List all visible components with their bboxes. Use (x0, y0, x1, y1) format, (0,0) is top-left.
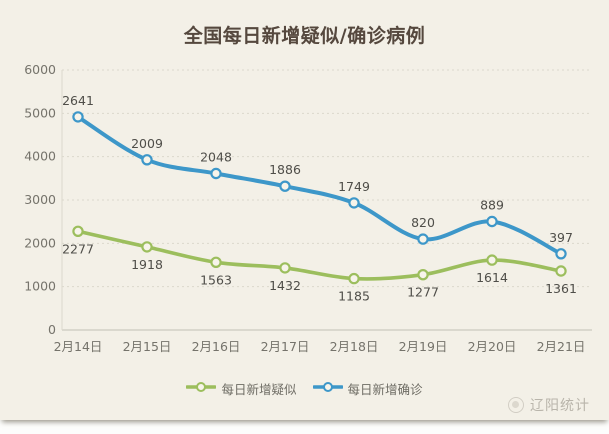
data-point-confirmed (417, 233, 429, 245)
legend-item-confirmed: 每日新增确诊 (311, 379, 423, 398)
y-tick-label: 6000 (24, 62, 56, 77)
data-point-suspected (555, 265, 567, 277)
chart-card: 全国每日新增疑似/确诊病例 0 1000 2000 3000 4000 5000 6000 2… (0, 0, 609, 420)
x-tick-label: 2月18日 (330, 339, 379, 354)
data-label-suspected: 1432 (269, 278, 301, 293)
data-point-confirmed (210, 167, 222, 180)
y-tick-label: 0 (48, 322, 56, 337)
data-label-suspected: 1361 (545, 281, 577, 296)
data-label-suspected: 1277 (407, 285, 439, 300)
chart-legend: 每日新增疑似 每日新增确诊 (0, 379, 609, 398)
x-tick-label: 2月17日 (261, 339, 310, 354)
data-point-confirmed (279, 180, 291, 192)
watermark-logo-icon (508, 397, 524, 413)
x-tick-label: 2月19日 (399, 339, 448, 354)
x-tick-label: 2月15日 (123, 339, 172, 354)
legend-label-confirmed: 每日新增确诊 (347, 382, 423, 397)
data-label-confirmed: 1749 (338, 179, 370, 194)
x-tick-label: 2月21日 (537, 339, 586, 354)
data-label-confirmed: 889 (480, 198, 504, 213)
confirmed-line-marker-icon (311, 381, 344, 396)
data-label-suspected: 2277 (62, 241, 94, 256)
data-label-confirmed: 397 (549, 230, 573, 245)
data-point-suspected (210, 256, 222, 268)
y-tick-label: 1000 (24, 279, 56, 294)
y-tick-label: 5000 (24, 105, 56, 120)
data-point-confirmed (141, 154, 153, 166)
series-line-suspected (76, 229, 563, 281)
data-point-suspected (279, 262, 291, 274)
data-label-confirmed: 2048 (200, 150, 232, 165)
data-label-confirmed: 820 (411, 215, 435, 230)
y-tick-label: 2000 (24, 235, 56, 250)
data-point-confirmed (486, 215, 498, 228)
legend-label-suspected: 每日新增疑似 (221, 382, 297, 397)
data-label-confirmed: 2641 (62, 93, 94, 108)
y-tick-label: 4000 (24, 149, 56, 164)
data-point-confirmed (72, 111, 84, 123)
data-point-suspected (72, 225, 84, 237)
data-label-suspected: 1185 (338, 289, 370, 304)
x-tick-label: 2月20日 (468, 339, 517, 354)
watermark-text: 辽阳统计 (530, 398, 590, 414)
x-tick-label: 2月14日 (54, 339, 103, 354)
data-point-confirmed (348, 197, 360, 209)
chart-title: 全国每日新增疑似/确诊病例 (183, 25, 426, 47)
watermark: 辽阳统计 (508, 395, 590, 415)
data-label-suspected: 1614 (476, 270, 508, 285)
data-point-suspected (486, 254, 498, 266)
data-point-suspected (141, 241, 153, 253)
data-label-confirmed: 2009 (131, 136, 163, 151)
data-point-suspected (417, 269, 429, 281)
line-chart-canvas: 0 1000 2000 3000 4000 5000 6000 2月14日 2月15日 2月16日… (24, 62, 592, 354)
data-point-confirmed (555, 248, 567, 260)
data-label-suspected: 1918 (131, 257, 163, 272)
y-tick-label: 3000 (24, 192, 56, 207)
data-point-suspected (348, 272, 360, 285)
data-label-suspected: 1563 (200, 272, 232, 287)
legend-item-suspected: 每日新增疑似 (185, 379, 297, 398)
data-label-confirmed: 1886 (269, 162, 301, 177)
suspected-line-marker-icon (185, 381, 218, 396)
x-tick-label: 2月16日 (192, 339, 241, 354)
